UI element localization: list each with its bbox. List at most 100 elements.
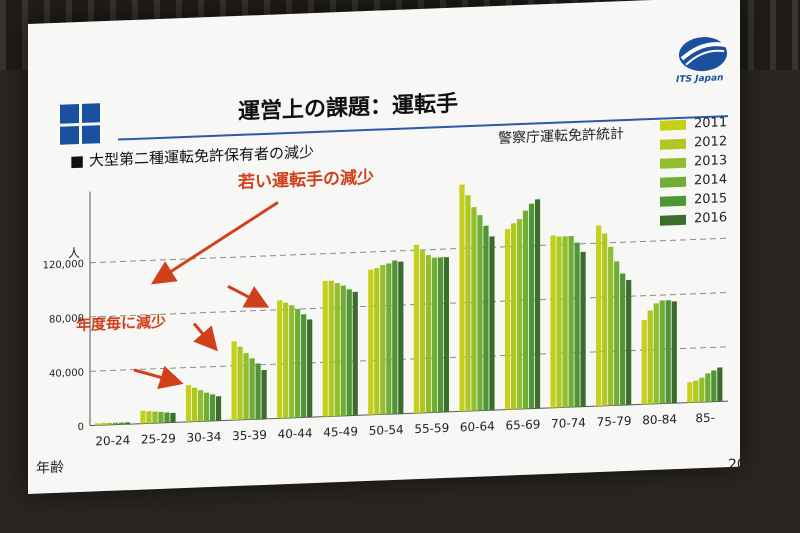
bar-60-64-2016 [489,236,495,411]
bar-60-64-2014 [477,215,483,411]
bar-40-44-2012 [283,302,289,419]
bar-30-34-2016 [215,396,222,421]
bar-20-24-2016 [124,422,130,425]
bar-80-84-2012 [647,310,653,405]
bar-70-74-2014 [568,235,574,408]
annotation-arrow [133,365,184,390]
bar-65-69-2013 [516,218,523,410]
bar-75-79-2016 [626,279,632,406]
bar-80-84-2016 [671,301,677,404]
legend-swatch [660,119,686,131]
bar-55-59-2012 [419,249,425,413]
bar-25-29-2014 [158,411,164,423]
x-tick-label: 30-34 [186,430,221,445]
bar-45-49-2016 [352,291,358,416]
bar-50-54-2012 [374,267,380,415]
bar-85--2012 [693,380,699,403]
x-tick-label: 50-54 [369,423,404,438]
x-tick-label: 45-49 [323,424,358,439]
bar-60-64-2011 [459,184,465,412]
bar-75-79-2012 [602,233,608,406]
gridline [90,346,728,372]
bar-20-24-2014 [112,422,118,425]
its-japan-logo-icon [679,37,727,72]
bar-30-34-2013 [197,390,204,422]
bar-25-29-2016 [170,412,176,423]
legend-label: 2012 [694,134,728,151]
x-tick-label: 60-64 [460,419,495,434]
legend-item-2016: 2016 [660,208,727,230]
bar-85--2015 [711,370,717,402]
bar-65-69-2012 [510,223,517,410]
bar-30-34-2014 [203,392,210,422]
legend-swatch [660,176,686,188]
bar-55-59-2013 [425,255,431,413]
gridline [90,237,728,264]
x-tick-label: 70-74 [551,416,586,431]
legend-swatch [660,214,686,226]
bar-65-69-2015 [528,203,535,409]
legend-label: 2014 [694,172,728,189]
legend-label: 2011 [694,115,728,132]
bar-55-59-2011 [413,244,419,414]
presentation-slide: 運営上の課題：運転手 ITS Japan ■ 大型第二種運転免許保有者の減少 警… [28,0,746,513]
bar-30-34-2011 [185,385,192,422]
bar-40-44-2013 [289,305,295,418]
x-tick-label: 55-59 [414,421,449,436]
page-number: 20 [728,456,746,474]
x-tick-label: 20-24 [95,433,130,448]
x-tick-label: 25-29 [141,431,176,446]
bar-40-44-2016 [307,319,313,418]
legend-label: 2016 [694,210,728,227]
bar-75-79-2014 [614,261,620,406]
y-tick-label: 120,000 [43,259,84,272]
bar-70-74-2015 [574,242,580,408]
bar-40-44-2015 [301,314,307,418]
bar-85--2011 [687,382,693,403]
bar-25-29-2015 [164,412,170,423]
bar-25-29-2013 [152,411,158,424]
legend-item-2011: 2011 [660,113,727,135]
legend-label: 2015 [694,191,728,208]
bar-85--2014 [705,373,711,402]
legend-item-2013: 2013 [660,151,727,173]
bar-20-24-2012 [100,422,106,426]
gridline [90,292,728,318]
bar-60-64-2013 [471,207,477,411]
bar-70-74-2011 [550,235,556,408]
bar-75-79-2015 [620,273,626,406]
bar-50-54-2015 [392,260,398,415]
x-tick-label: 75-79 [597,414,632,429]
bar-45-49-2013 [334,282,340,417]
bar-75-79-2011 [596,225,602,407]
bar-65-69-2014 [522,210,529,409]
bar-80-84-2014 [659,300,665,404]
bar-80-84-2015 [665,300,671,404]
bar-70-74-2016 [580,251,586,407]
bar-35-39-2016 [261,369,267,420]
bar-50-54-2014 [386,263,392,415]
bar-65-69-2016 [534,199,541,409]
bar-45-49-2015 [346,289,352,416]
bar-45-49-2012 [328,280,334,417]
bar-35-39-2011 [231,341,237,421]
bar-35-39-2013 [243,353,249,420]
x-tick-label: 65-69 [505,417,540,432]
bar-70-74-2012 [556,236,562,408]
x-tick-label: 85- [695,411,715,426]
bar-50-54-2013 [380,264,386,415]
legend-item-2012: 2012 [660,132,727,154]
bar-30-34-2015 [209,394,216,422]
legend-label: 2013 [694,153,728,170]
bar-25-29-2011 [140,410,146,424]
bar-55-59-2015 [437,257,443,413]
x-tick-label: 35-39 [232,428,267,443]
bar-45-49-2014 [340,285,346,416]
bar-75-79-2013 [608,246,614,406]
bar-80-84-2011 [641,320,647,405]
bar-40-44-2014 [295,308,301,418]
bar-35-39-2015 [255,363,261,420]
bar-30-34-2012 [191,387,198,422]
bar-chart: 0 40,000 80,000 120,000 20-24 25-29 30-34 35-39… [43,184,728,448]
legend-item-2014: 2014 [660,170,727,192]
